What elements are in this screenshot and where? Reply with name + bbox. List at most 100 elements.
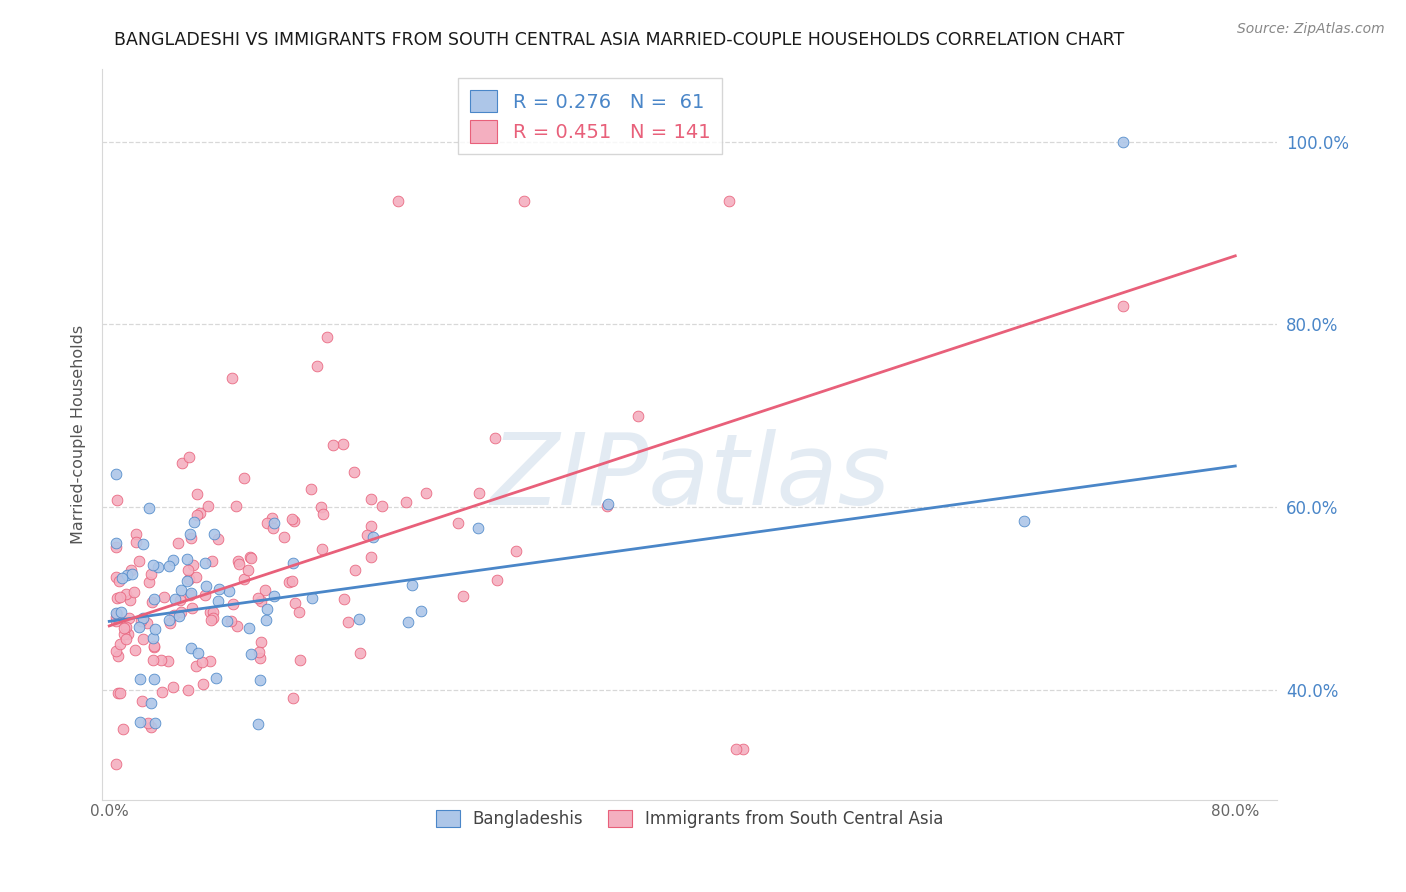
Point	[179, 589, 201, 603]
Point	[316, 330, 339, 344]
Point	[180, 586, 202, 600]
Point	[513, 194, 536, 208]
Point	[247, 645, 270, 659]
Point	[263, 516, 285, 531]
Point	[305, 359, 328, 373]
Point	[110, 605, 132, 619]
Point	[170, 456, 193, 470]
Point	[485, 574, 508, 588]
Point	[150, 653, 173, 667]
Point	[117, 626, 139, 640]
Point	[179, 572, 201, 586]
Point	[108, 636, 131, 650]
Point	[107, 686, 129, 700]
Point	[136, 716, 159, 731]
Point	[247, 717, 270, 731]
Point	[157, 655, 180, 669]
Point	[228, 557, 250, 571]
Point	[451, 589, 474, 603]
Point	[207, 594, 229, 608]
Point	[105, 757, 128, 772]
Point	[142, 652, 165, 666]
Point	[347, 612, 370, 626]
Point	[142, 673, 165, 687]
Point	[250, 635, 273, 649]
Point	[105, 606, 128, 620]
Point	[246, 591, 269, 606]
Point	[163, 607, 186, 622]
Point	[226, 619, 249, 633]
Point	[177, 450, 200, 464]
Point	[157, 559, 180, 574]
Point	[124, 642, 146, 657]
Point	[343, 465, 366, 479]
Point	[176, 551, 198, 566]
Point	[112, 627, 135, 641]
Point	[322, 438, 344, 452]
Point	[219, 615, 242, 629]
Point	[128, 554, 150, 568]
Point	[201, 554, 224, 568]
Point	[249, 593, 271, 607]
Point	[118, 611, 141, 625]
Point	[218, 584, 240, 599]
Point	[167, 609, 190, 624]
Point	[115, 567, 138, 582]
Point	[186, 487, 208, 501]
Point	[115, 586, 138, 600]
Point	[505, 544, 527, 558]
Point	[183, 515, 205, 529]
Point	[232, 471, 254, 485]
Point	[226, 554, 249, 568]
Point	[336, 615, 359, 629]
Point	[208, 582, 231, 596]
Point	[262, 521, 284, 535]
Point	[447, 516, 470, 530]
Text: ZIPatlas: ZIPatlas	[489, 429, 890, 526]
Point	[360, 550, 382, 565]
Text: BANGLADESHI VS IMMIGRANTS FROM SOUTH CENTRAL ASIA MARRIED-COUPLE HOUSEHOLDS CORR: BANGLADESHI VS IMMIGRANTS FROM SOUTH CEN…	[114, 31, 1123, 49]
Point	[184, 659, 207, 673]
Point	[217, 614, 239, 628]
Point	[128, 620, 150, 634]
Point	[141, 697, 163, 711]
Point	[198, 654, 221, 668]
Point	[299, 482, 322, 496]
Point	[180, 531, 202, 545]
Point	[159, 615, 181, 630]
Point	[360, 491, 382, 506]
Point	[143, 716, 166, 731]
Point	[114, 621, 136, 635]
Point	[221, 370, 243, 384]
Point	[111, 722, 134, 736]
Point	[387, 194, 409, 208]
Point	[1111, 135, 1133, 149]
Point	[467, 486, 489, 500]
Point	[176, 574, 198, 588]
Point	[396, 615, 419, 629]
Point	[120, 564, 142, 578]
Point	[105, 607, 128, 622]
Point	[180, 601, 202, 615]
Point	[107, 648, 129, 663]
Y-axis label: Married-couple Households: Married-couple Households	[72, 325, 86, 543]
Point	[142, 640, 165, 654]
Point	[139, 720, 162, 734]
Point	[596, 500, 619, 514]
Point	[284, 596, 307, 610]
Point	[177, 682, 200, 697]
Point	[105, 540, 128, 554]
Point	[1111, 299, 1133, 313]
Point	[132, 611, 155, 625]
Point	[129, 673, 152, 687]
Point	[277, 574, 299, 589]
Point	[273, 529, 295, 543]
Point	[131, 694, 153, 708]
Point	[141, 595, 163, 609]
Point	[200, 613, 222, 627]
Point	[105, 467, 128, 482]
Point	[717, 194, 740, 208]
Point	[222, 597, 245, 611]
Point	[181, 558, 204, 572]
Point	[288, 653, 311, 667]
